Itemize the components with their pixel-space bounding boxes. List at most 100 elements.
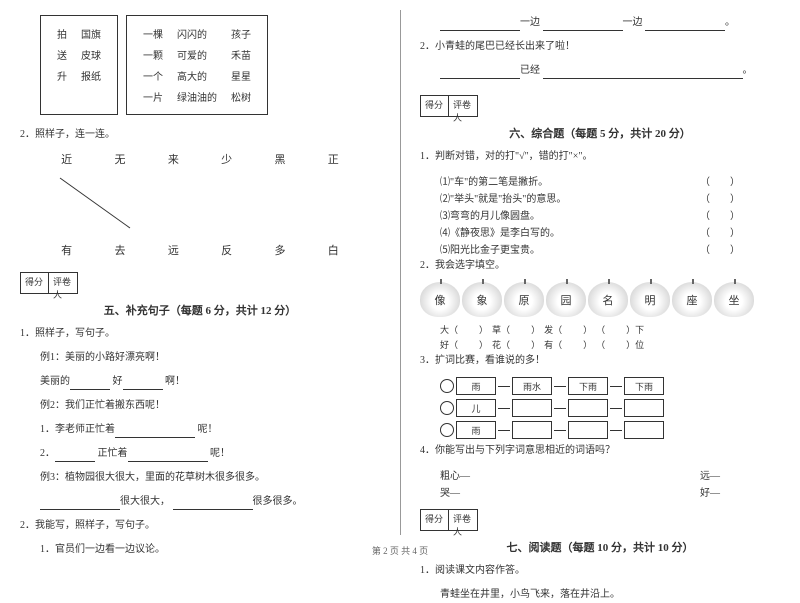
text: ）	[479, 338, 488, 351]
score-box-7: 得分 评卷人	[420, 509, 478, 531]
text: 好（	[440, 338, 458, 351]
q2b-label: 2．我能写，照样子，写句子。	[20, 518, 380, 534]
fill-row-2: 好（ ） 花（ ） 有（ ） （ ）位	[420, 338, 780, 351]
paren	[611, 338, 620, 351]
line	[610, 408, 622, 409]
apple-row: 像 象 原 园 名 明 座 坐	[420, 282, 780, 317]
cell: 送	[51, 45, 73, 64]
text: 有（	[544, 338, 562, 351]
chain-box	[624, 399, 664, 417]
apple-icon: 原	[504, 282, 544, 317]
cell: 星星	[225, 66, 257, 85]
chain-box	[624, 421, 664, 439]
tf-text: ⑸阳光比金子更宝贵。	[440, 241, 540, 256]
text: ）	[583, 338, 592, 351]
chain-row: 雨	[440, 421, 780, 439]
char: 多	[274, 242, 285, 258]
pair: 好—	[700, 484, 720, 499]
apple-icon: 象	[462, 282, 502, 317]
section-6-title: 六、综合题（每题 5 分，共计 20 分）	[420, 125, 780, 141]
tf-row: ⑷《静夜思》是李白写的。（ ）	[440, 224, 780, 239]
char: 白	[328, 242, 339, 258]
text: 。	[725, 17, 735, 28]
chain-box	[568, 399, 608, 417]
char: 少	[221, 151, 232, 167]
text: 。	[743, 65, 753, 76]
cell: 孩子	[225, 24, 257, 43]
chain-box: 雨	[456, 377, 496, 395]
line	[610, 386, 622, 387]
q7-1: 1．阅读课文内容作答。	[420, 563, 780, 579]
text: 啊！	[165, 376, 185, 387]
q3-label: 3．扩词比赛，看谁说的多！	[420, 353, 780, 369]
paren: （ ）	[700, 241, 740, 256]
tf-text: ⑴"车"的第二笔是撇折。	[440, 173, 548, 188]
text: （	[596, 323, 605, 336]
cell: 皮球	[75, 45, 107, 64]
paren	[516, 323, 525, 336]
blank	[123, 378, 163, 390]
section-5-title: 五、补充句子（每题 6 分，共计 12 分）	[20, 302, 380, 318]
paren: （ ）	[700, 173, 740, 188]
circle-icon	[440, 379, 454, 393]
char: 反	[221, 242, 232, 258]
cell: 一个	[137, 66, 169, 85]
chains: 雨 雨水 下雨 下雨 儿 雨	[420, 377, 780, 439]
blank	[440, 67, 520, 79]
text: 很大很大，	[120, 496, 170, 507]
example-2: 例2：我们正忙着搬东西呢！	[20, 398, 380, 414]
chain-box	[568, 421, 608, 439]
blank	[115, 426, 195, 438]
ex1-fill: 美丽的 好 啊！	[20, 374, 380, 390]
text: 一边	[623, 17, 643, 28]
char: 正	[328, 151, 339, 167]
cell: 升	[51, 66, 73, 85]
pairs: 粗心—远— 哭—好—	[420, 467, 780, 499]
cell: 闪闪的	[171, 24, 223, 43]
paren	[464, 338, 473, 351]
tf-text: ⑵"举头"就是"抬头"的意思。	[440, 190, 566, 205]
paren	[464, 323, 473, 336]
text: 很多很多。	[253, 496, 303, 507]
line	[554, 386, 566, 387]
tf-row: ⑵"举头"就是"抬头"的意思。（ ）	[440, 190, 780, 205]
chars-top: 近 无 来 少 黑 正	[20, 151, 380, 167]
text: 一边	[520, 17, 540, 28]
r-q2-fill: 已经 。	[420, 63, 780, 79]
text: 好	[113, 376, 123, 387]
connection-line	[20, 173, 380, 233]
match-boxes: 拍国旗 送皮球 升报纸 一棵闪闪的孩子 一颗可爱的禾苗 一个高大的星星 一片绿油…	[40, 15, 380, 115]
text: （	[596, 338, 605, 351]
chain-box	[512, 421, 552, 439]
paren	[568, 323, 577, 336]
text: 呢！	[198, 424, 218, 435]
char: 去	[114, 242, 125, 258]
score-box-6: 得分 评卷人	[420, 95, 478, 117]
pair-row: 哭—好—	[440, 484, 780, 499]
q2-fill-label: 2．我会选字填空。	[420, 258, 780, 274]
cell: 可爱的	[171, 45, 223, 64]
chain-box: 雨	[456, 421, 496, 439]
q7-text: 青蛙坐在井里，小鸟飞来，落在井沿上。	[420, 587, 780, 603]
circle-icon	[440, 401, 454, 415]
cell: 高大的	[171, 66, 223, 85]
cell: 松树	[225, 87, 257, 106]
blank	[40, 498, 120, 510]
chain-box: 下雨	[568, 377, 608, 395]
grader-label: 评卷人	[449, 96, 477, 116]
top-fill: 一边 一边 。	[420, 15, 780, 31]
blank	[440, 19, 520, 31]
pair: 远—	[700, 467, 720, 482]
apple-icon: 明	[630, 282, 670, 317]
text: 美丽的	[40, 376, 70, 387]
tf-text: ⑷《静夜思》是李白写的。	[440, 224, 560, 239]
chain-row: 儿	[440, 399, 780, 417]
ex2-line2: 2． 正忙着 呢！	[20, 446, 380, 462]
cell: 禾苗	[225, 45, 257, 64]
paren	[568, 338, 577, 351]
cell: 报纸	[75, 66, 107, 85]
line	[498, 408, 510, 409]
apple-icon: 座	[672, 282, 712, 317]
text: ）	[479, 323, 488, 336]
line	[554, 430, 566, 431]
